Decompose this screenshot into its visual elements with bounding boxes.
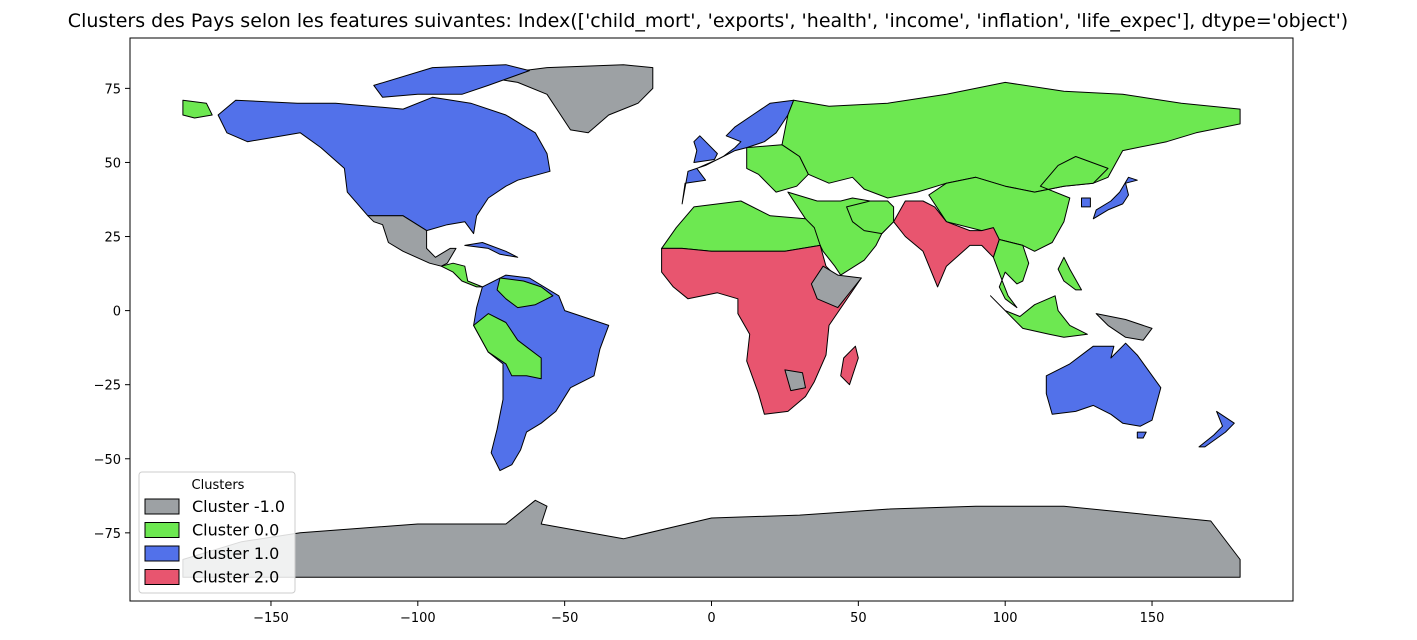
x-tick-label: −50: [551, 611, 578, 626]
legend-swatch: [144, 569, 180, 585]
y-axis-ticks: 75 50 25 0 −25 −50 −75: [94, 82, 130, 542]
region-horn-of-africa: [810, 265, 862, 309]
y-tick-label: 75: [104, 82, 121, 97]
region-caribbean: [464, 242, 519, 258]
y-tick-label: 0: [113, 305, 121, 320]
y-tick-label: −25: [94, 379, 121, 394]
x-tick-label: −100: [400, 611, 436, 626]
legend-label: Cluster -1.0: [192, 497, 285, 516]
region-peru-bolivia: [473, 313, 542, 380]
legend-label: Cluster 2.0: [192, 568, 279, 587]
x-tick-label: 0: [707, 611, 715, 626]
region-venezuela-guyana: [496, 277, 554, 309]
country-regions: [182, 64, 1241, 578]
x-tick-label: 150: [1140, 611, 1165, 626]
y-tick-label: 25: [104, 231, 121, 246]
y-tick-label: −50: [94, 453, 121, 468]
region-arctic-islands: [373, 64, 530, 98]
legend-swatch: [144, 545, 180, 562]
legend-label: Cluster 0.0: [192, 521, 279, 540]
x-tick-label: 100: [993, 611, 1018, 626]
region-new-zealand: [1198, 410, 1235, 448]
region-sub-saharan-africa: [661, 244, 862, 415]
region-new-guinea: [1095, 313, 1153, 341]
region-north-america: [217, 96, 551, 235]
legend-label: Cluster 1.0: [192, 544, 279, 563]
legend-title: Clusters: [192, 478, 245, 493]
region-antarctica: [182, 499, 1241, 578]
region-madagascar: [840, 345, 859, 386]
y-tick-label: 50: [104, 156, 121, 171]
region-korea: [1081, 197, 1091, 208]
chart-title: Clusters des Pays selon les features sui…: [68, 10, 1348, 32]
region-alaska-west: [182, 99, 213, 119]
region-mexico: [367, 215, 457, 267]
region-japan: [1092, 176, 1138, 220]
x-tick-label: 50: [850, 611, 867, 626]
legend-swatch: [144, 522, 180, 538]
region-philippines: [1057, 256, 1082, 291]
legend-swatch: [144, 498, 180, 515]
region-australia: [1045, 342, 1162, 427]
y-tick-label: −75: [94, 527, 121, 542]
region-uk: [693, 135, 718, 163]
legend-items: Cluster -1.0 Cluster 0.0 Cluster 1.0 Cluste…: [144, 497, 285, 587]
region-afghanistan-iran: [846, 200, 895, 235]
region-indonesia: [990, 295, 1088, 338]
x-tick-label: −150: [253, 611, 289, 626]
region-southeast-asia: [992, 239, 1030, 309]
x-axis-ticks: −150 −100 −50 0 50 100 150: [253, 601, 1164, 626]
region-tasmania: [1136, 431, 1147, 439]
region-southern-africa: [784, 369, 806, 392]
